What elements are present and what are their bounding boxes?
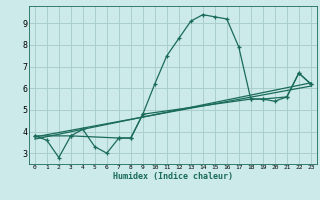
X-axis label: Humidex (Indice chaleur): Humidex (Indice chaleur) — [113, 172, 233, 181]
